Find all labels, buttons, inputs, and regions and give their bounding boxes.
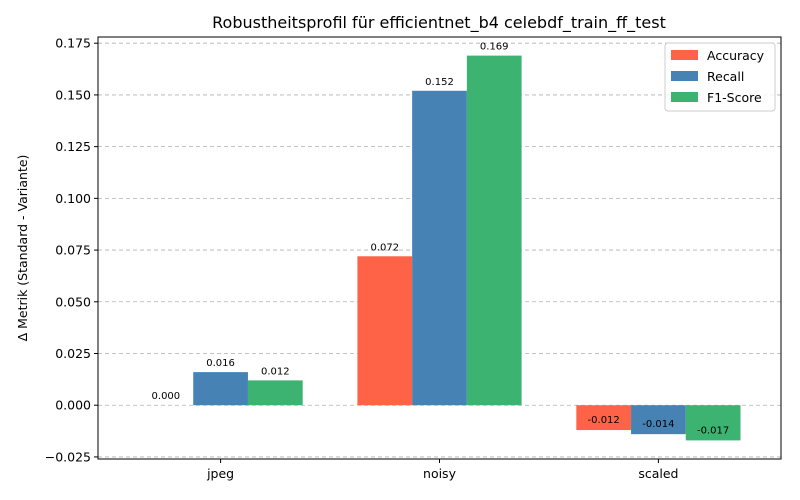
bar-recall-jpeg <box>193 372 248 406</box>
legend: Accuracy Recall F1-Score <box>664 42 776 112</box>
data-label: 0.169 <box>480 42 509 53</box>
x-tick-label: scaled <box>638 466 678 481</box>
y-axis-label: Δ Metrik (Standard - Variante) <box>15 155 30 342</box>
y-tick-label: 0.125 <box>55 139 91 154</box>
data-label: 0.000 <box>152 391 181 402</box>
bar-accuracy-noisy <box>357 256 413 406</box>
bar-recall-scaled <box>631 405 686 435</box>
y-tick-label: 0.175 <box>55 36 91 51</box>
x-tick-label: jpeg <box>206 466 234 481</box>
legend-label: F1-Score <box>707 90 762 105</box>
bar-f1-score-noisy <box>466 55 522 406</box>
data-label: 0.152 <box>425 77 454 88</box>
y-tick-label: 0.000 <box>55 398 91 413</box>
legend-swatch <box>671 50 698 60</box>
x-tick-label: noisy <box>423 466 457 481</box>
data-labels: 0.000 0.072 -0.012 0.016 0.152 -0.014 0.012 0.1… <box>152 42 730 437</box>
data-label: 0.072 <box>370 242 399 253</box>
data-label: 0.016 <box>206 358 235 369</box>
y-tick-label: 0.100 <box>55 191 91 206</box>
y-tick-label: −0.025 <box>45 449 91 464</box>
chart-title: Robustheitsprofil für efficientnet_b4 ce… <box>212 13 666 33</box>
data-label: 0.012 <box>261 366 290 377</box>
bar-f1-score-jpeg <box>247 380 303 406</box>
bar-recall-noisy <box>412 90 467 406</box>
legend-label: Accuracy <box>707 48 765 63</box>
bar-f1-score-scaled <box>685 405 741 441</box>
legend-swatch <box>671 71 698 81</box>
bar-accuracy-scaled <box>576 405 632 431</box>
y-tick-label: 0.025 <box>55 346 91 361</box>
y-tick-label: 0.050 <box>55 294 91 309</box>
x-axis-ticks: jpeg noisy scaled <box>206 459 678 481</box>
y-tick-label: 0.150 <box>55 87 91 102</box>
bars <box>193 55 741 441</box>
plot-frame <box>97 36 782 460</box>
y-axis-ticks: −0.025 0.000 0.025 0.050 0.075 0.100 0.125 0.15… <box>45 36 98 464</box>
data-label: -0.012 <box>588 415 620 426</box>
data-label: -0.014 <box>642 419 674 430</box>
legend-label: Recall <box>707 69 744 84</box>
data-label: -0.017 <box>697 425 729 436</box>
legend-swatch <box>671 92 698 102</box>
y-tick-label: 0.075 <box>55 243 91 258</box>
